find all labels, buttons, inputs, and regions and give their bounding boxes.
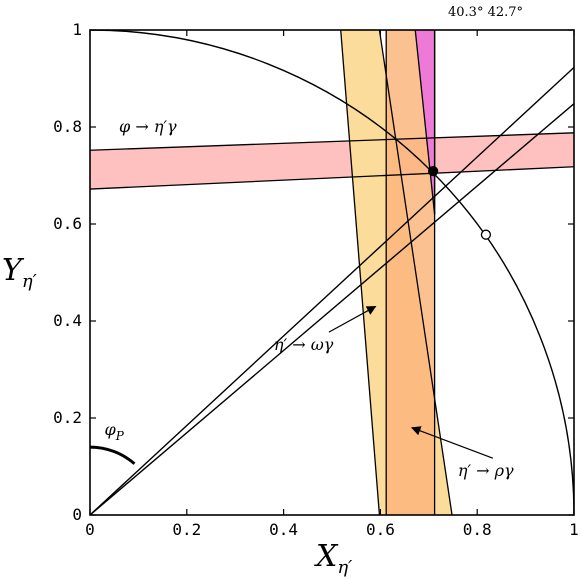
annotation-3: η′ → ργ: [458, 461, 514, 480]
x-tick-label-5: 1: [569, 520, 579, 539]
y-tick-label-5: 1: [72, 20, 82, 39]
bands-layer: [90, 30, 574, 515]
y-axis-label: Yη′: [2, 253, 37, 292]
unit-circle: [90, 30, 574, 515]
plot-frame: [89, 29, 575, 516]
phi-p-arc: [90, 445, 136, 465]
lines-layer: [90, 30, 574, 515]
x-tick-label-4: 0.8: [463, 520, 492, 539]
y-tick-label-0: 0: [72, 505, 82, 524]
annotation-2: η′ → ωγ: [274, 335, 334, 354]
open-point: [480, 229, 492, 240]
points-layer: [428, 165, 492, 240]
band-3: [386, 30, 435, 515]
band-1: [90, 132, 574, 190]
x-tick-label-2: 0.4: [269, 520, 298, 539]
y-tick-label-4: 0.8: [53, 117, 82, 136]
x-tick-label-3: 0.6: [366, 520, 395, 539]
band-2-edge-1: [340, 30, 381, 515]
band-2-edge-2: [378, 30, 453, 515]
filled-point: [428, 165, 439, 177]
x-tick-label-0: 0: [85, 520, 95, 539]
band-1-edge-2: [90, 132, 574, 151]
angle-line-1: [90, 102, 574, 515]
x-axis-label: Xη′: [314, 539, 352, 578]
annotation-1: φ → η′γ: [119, 117, 177, 136]
annotation-subscript: P: [115, 429, 125, 443]
band-4-edge-2: [414, 30, 436, 215]
annotation-4: φP: [105, 420, 125, 443]
y-tick-label-3: 0.6: [53, 214, 82, 233]
y-tick-label-1: 0.2: [53, 408, 82, 427]
annotation-arrow-2: [328, 305, 377, 333]
band-1-edge-1: [90, 166, 574, 190]
y-tick-label-2: 0.4: [53, 311, 82, 330]
top-annotation: 40.3° 42.7°: [448, 5, 523, 20]
x-tick-label-1: 0.2: [172, 520, 201, 539]
ticks-layer: 0 0.2 0.4 0.6 0.8 1 0 0.2 0.4 0.6 0.8 1: [53, 20, 579, 539]
angle-line-2: [90, 66, 574, 515]
annotation-arrow-3: [410, 426, 494, 459]
annotation-layer: φ → η′γ η′ → ωγ η′ → ργ φP: [105, 117, 515, 480]
